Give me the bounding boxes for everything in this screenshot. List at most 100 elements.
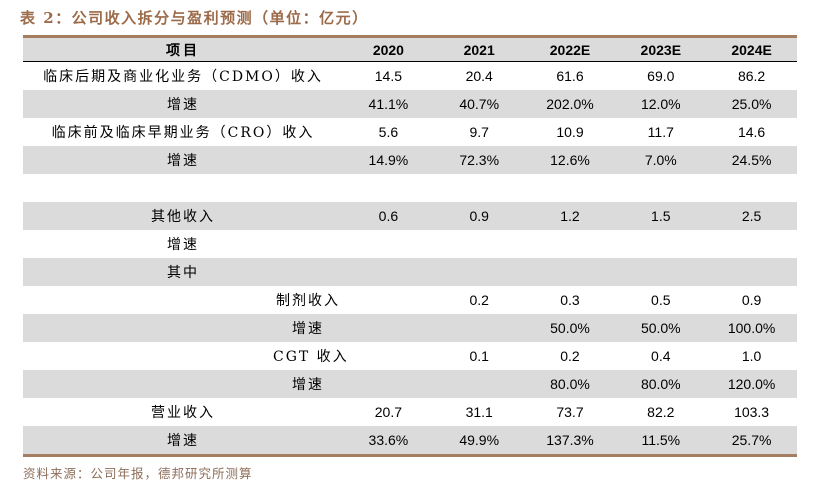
row-label	[23, 174, 343, 202]
row-label: 营业收入	[151, 405, 215, 421]
cell-value	[706, 230, 797, 258]
row-label: 增速	[23, 370, 343, 398]
cell-value: 2.5	[706, 202, 797, 230]
cell-value: 80.0%	[524, 370, 616, 398]
cell-value	[706, 174, 797, 202]
cell-value	[343, 286, 434, 314]
cell-value: 0.5	[651, 292, 671, 308]
revenue-forecast-table: 项目 2020 2021 2022E 2023E 2024E 临床后期及商业化业…	[23, 35, 797, 457]
cell-value: 10.9	[556, 124, 584, 140]
table-row-other-growth: 增速	[23, 230, 797, 258]
cell-value: 1.2	[524, 202, 616, 230]
cell-value: 40.7%	[433, 90, 525, 118]
table-row-total-revenue: 营业收入 20.7 31.1 73.7 82.2 103.3	[23, 398, 797, 426]
cell-value: 12.6%	[524, 146, 616, 174]
cell-value: 1.5	[615, 202, 707, 230]
cell-value	[343, 174, 434, 202]
cell-value: 24.5%	[706, 146, 797, 174]
cell-value: 0.9	[741, 292, 762, 308]
cell-value	[525, 174, 616, 202]
cell-value: 14.9%	[343, 146, 434, 174]
col-header-2021: 2021	[433, 36, 525, 62]
cell-value	[525, 230, 616, 258]
row-label: 增速	[23, 90, 343, 118]
cell-value: 100.0%	[706, 314, 797, 342]
cell-value: 0.6	[343, 202, 434, 230]
cell-value: 61.6	[556, 68, 584, 84]
cell-value	[343, 258, 434, 286]
cell-value	[615, 230, 706, 258]
cell-value: 1.0	[741, 348, 762, 364]
table-row-cgt-revenue: CGT 收入 0.1 0.2 0.4 1.0	[23, 342, 797, 370]
cell-value: 50.0%	[524, 314, 616, 342]
cell-value: 72.3%	[433, 146, 525, 174]
cell-value: 0.1	[469, 348, 489, 364]
row-label: 其他收入	[23, 202, 343, 230]
cell-value: 33.6%	[343, 426, 434, 456]
cell-value: 5.6	[378, 124, 399, 140]
cell-value	[343, 342, 434, 370]
cell-value: 202.0%	[524, 90, 616, 118]
cell-value: 12.0%	[615, 90, 707, 118]
row-label: 增速	[23, 426, 343, 456]
row-label: 其中	[23, 258, 343, 286]
cell-value: 120.0%	[706, 370, 797, 398]
cell-value: 25.0%	[706, 90, 797, 118]
table-row-total-growth: 增速 33.6% 49.9% 137.3% 11.5% 25.7%	[23, 426, 797, 456]
col-header-item: 项目	[23, 36, 343, 62]
cell-value: 11.7	[647, 124, 674, 140]
table-row-of-which: 其中	[23, 258, 797, 286]
cell-value: 14.5	[374, 68, 403, 84]
cell-value	[343, 314, 434, 342]
cell-value: 82.2	[647, 404, 675, 420]
cell-value	[343, 370, 434, 398]
cell-value: 49.9%	[433, 426, 525, 456]
col-header-2024e: 2024E	[706, 36, 797, 62]
table-header-row: 项目 2020 2021 2022E 2023E 2024E	[23, 36, 797, 62]
cell-value: 41.1%	[343, 90, 434, 118]
cell-value: 69.0	[647, 68, 675, 84]
cell-value: 20.7	[374, 404, 403, 420]
source-note: 资料来源：公司年报，德邦研究所测算	[23, 466, 253, 481]
row-label: 临床后期及商业化业务（CDMO）收入	[43, 69, 323, 85]
cell-value: 9.7	[469, 124, 489, 140]
col-header-2022e: 2022E	[524, 36, 616, 62]
table-row-other-revenue: 其他收入 0.6 0.9 1.2 1.5 2.5	[23, 202, 797, 230]
cell-value: 137.3%	[524, 426, 616, 456]
cell-value: 25.7%	[706, 426, 797, 456]
row-label: 临床前及临床早期业务（CRO）收入	[51, 125, 315, 141]
row-label: 增速	[23, 146, 343, 174]
table-row-cro-revenue: 临床前及临床早期业务（CRO）收入 5.6 9.7 10.9 11.7 14.6	[23, 118, 797, 146]
cell-value: 7.0%	[615, 146, 707, 174]
row-label: 增速	[167, 237, 199, 253]
table-row-formulation-growth: 增速 50.0% 50.0% 100.0%	[23, 314, 797, 342]
row-label: 制剂收入	[276, 293, 340, 309]
cell-value: 0.9	[433, 202, 525, 230]
row-label: CGT 收入	[273, 349, 349, 365]
cell-value: 14.6	[737, 124, 766, 140]
cell-value	[615, 174, 706, 202]
table-row-cdmo-revenue: 临床后期及商业化业务（CDMO）收入 14.5 20.4 61.6 69.0 8…	[23, 62, 797, 91]
cell-value: 73.7	[556, 404, 584, 420]
table-row-cdmo-growth: 增速 41.1% 40.7% 202.0% 12.0% 25.0%	[23, 90, 797, 118]
cell-value	[615, 258, 707, 286]
cell-value: 20.4	[465, 68, 493, 84]
col-header-2023e: 2023E	[615, 36, 707, 62]
cell-value	[433, 258, 525, 286]
row-label: 增速	[23, 314, 343, 342]
cell-value: 86.2	[737, 68, 766, 84]
cell-value	[706, 258, 797, 286]
cell-value: 0.3	[560, 292, 580, 308]
table-row-cro-growth: 增速 14.9% 72.3% 12.6% 7.0% 24.5%	[23, 146, 797, 174]
table-row-formulation-revenue: 制剂收入 0.2 0.3 0.5 0.9	[23, 286, 797, 314]
table-row-spacer	[23, 174, 797, 202]
table-title: 表 2：公司收入拆分与盈利预测（单位：亿元）	[20, 9, 369, 27]
cell-value: 50.0%	[615, 314, 707, 342]
cell-value	[343, 230, 434, 258]
cell-value	[433, 370, 525, 398]
table-row-cgt-growth: 增速 80.0% 80.0% 120.0%	[23, 370, 797, 398]
cell-value	[433, 314, 525, 342]
cell-value	[434, 230, 525, 258]
cell-value	[434, 174, 525, 202]
